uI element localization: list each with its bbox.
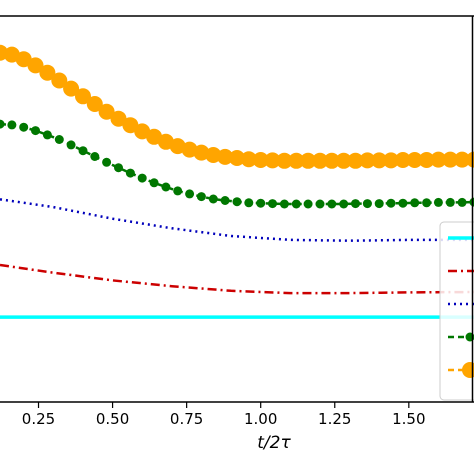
legend <box>439 221 474 401</box>
data-point-green <box>173 186 183 196</box>
x-tick-label: 0.50 <box>96 410 129 428</box>
x-tick-label: 1.00 <box>244 410 277 428</box>
data-point-green <box>268 199 277 209</box>
data-point-orange <box>98 103 115 120</box>
series-green <box>0 119 474 209</box>
data-point-orange <box>86 96 103 112</box>
data-point-green <box>90 152 100 161</box>
series-line-blue <box>0 198 474 242</box>
series-line-red <box>0 263 474 295</box>
data-point-green <box>114 163 123 173</box>
data-point-green <box>54 135 64 144</box>
data-point-green <box>339 199 349 209</box>
data-point-orange <box>193 144 210 161</box>
data-point-orange <box>454 151 471 168</box>
series-red <box>0 263 474 295</box>
x-tick-label: 1.50 <box>392 410 425 428</box>
data-point-orange <box>323 152 340 169</box>
data-point-orange <box>75 88 91 105</box>
data-point-orange <box>122 117 139 134</box>
data-point-green <box>398 198 408 208</box>
data-point-green <box>196 192 206 202</box>
legend-entry-orange <box>448 362 474 378</box>
data-point-orange <box>383 152 399 169</box>
data-point-orange <box>288 152 305 169</box>
data-point-green <box>422 198 432 208</box>
data-point-orange <box>252 152 269 168</box>
data-point-green <box>386 198 396 208</box>
data-point-green <box>7 120 17 130</box>
data-point-orange <box>205 147 222 163</box>
data-point-green <box>102 157 112 167</box>
data-point-orange <box>63 80 80 97</box>
data-point-green <box>0 119 5 129</box>
data-point-orange <box>110 110 127 127</box>
data-point-orange <box>217 148 234 165</box>
data-point-orange <box>276 152 293 169</box>
data-point-green <box>327 199 337 209</box>
data-point-green <box>149 178 159 188</box>
data-point-orange <box>371 152 388 169</box>
data-point-orange <box>359 152 376 169</box>
data-point-orange <box>51 72 68 89</box>
data-point-orange <box>406 152 423 168</box>
series-orange <box>0 44 474 169</box>
data-point-orange <box>134 123 151 140</box>
data-point-orange <box>335 152 352 169</box>
data-point-green <box>220 196 230 205</box>
data-point-orange <box>39 64 56 81</box>
data-point-green <box>362 199 372 209</box>
axes <box>0 15 474 403</box>
data-point-green <box>78 146 88 156</box>
data-point-green <box>315 199 325 209</box>
data-point-green <box>351 199 360 209</box>
x-tick-label: 0.75 <box>170 410 203 428</box>
x-axis-label: t/2τ <box>257 433 291 453</box>
x-tick-label: 0.25 <box>22 410 55 428</box>
data-point-green <box>66 140 76 150</box>
legend-marker-orange <box>462 362 474 378</box>
data-point-orange <box>15 51 32 68</box>
data-point-green <box>445 197 455 207</box>
data-point-green <box>256 198 266 208</box>
data-point-green <box>457 197 467 207</box>
data-point-green <box>232 197 242 207</box>
data-point-green <box>410 198 420 208</box>
data-point-orange <box>300 152 317 169</box>
x-ticks: 0.25 0.50 0.75 1.00 1.25 1.50 <box>22 402 426 428</box>
data-point-orange <box>430 151 447 168</box>
data-point-orange <box>264 152 281 169</box>
data-point-green <box>208 194 218 204</box>
x-tick-label: 1.25 <box>318 410 351 428</box>
data-point-green <box>137 173 147 183</box>
data-point-orange <box>394 152 411 168</box>
data-point-green <box>291 199 301 209</box>
data-point-green <box>279 199 289 209</box>
data-point-orange <box>347 152 364 169</box>
series-layer <box>0 44 474 319</box>
data-point-green <box>185 189 195 199</box>
data-point-orange <box>418 152 435 168</box>
legend-box <box>439 221 474 401</box>
data-point-orange <box>27 57 44 74</box>
data-point-orange <box>240 151 257 168</box>
data-point-green <box>244 198 254 208</box>
data-point-green <box>374 199 384 209</box>
data-point-green <box>42 130 52 140</box>
data-point-green <box>433 197 443 207</box>
data-point-orange <box>442 151 459 168</box>
data-point-green <box>31 126 40 136</box>
data-point-orange <box>312 152 328 169</box>
data-point-green <box>125 168 135 178</box>
series-blue <box>0 198 474 242</box>
data-point-green <box>19 122 29 132</box>
data-point-green <box>303 199 313 209</box>
data-point-orange <box>229 150 245 166</box>
data-point-green <box>161 182 171 192</box>
